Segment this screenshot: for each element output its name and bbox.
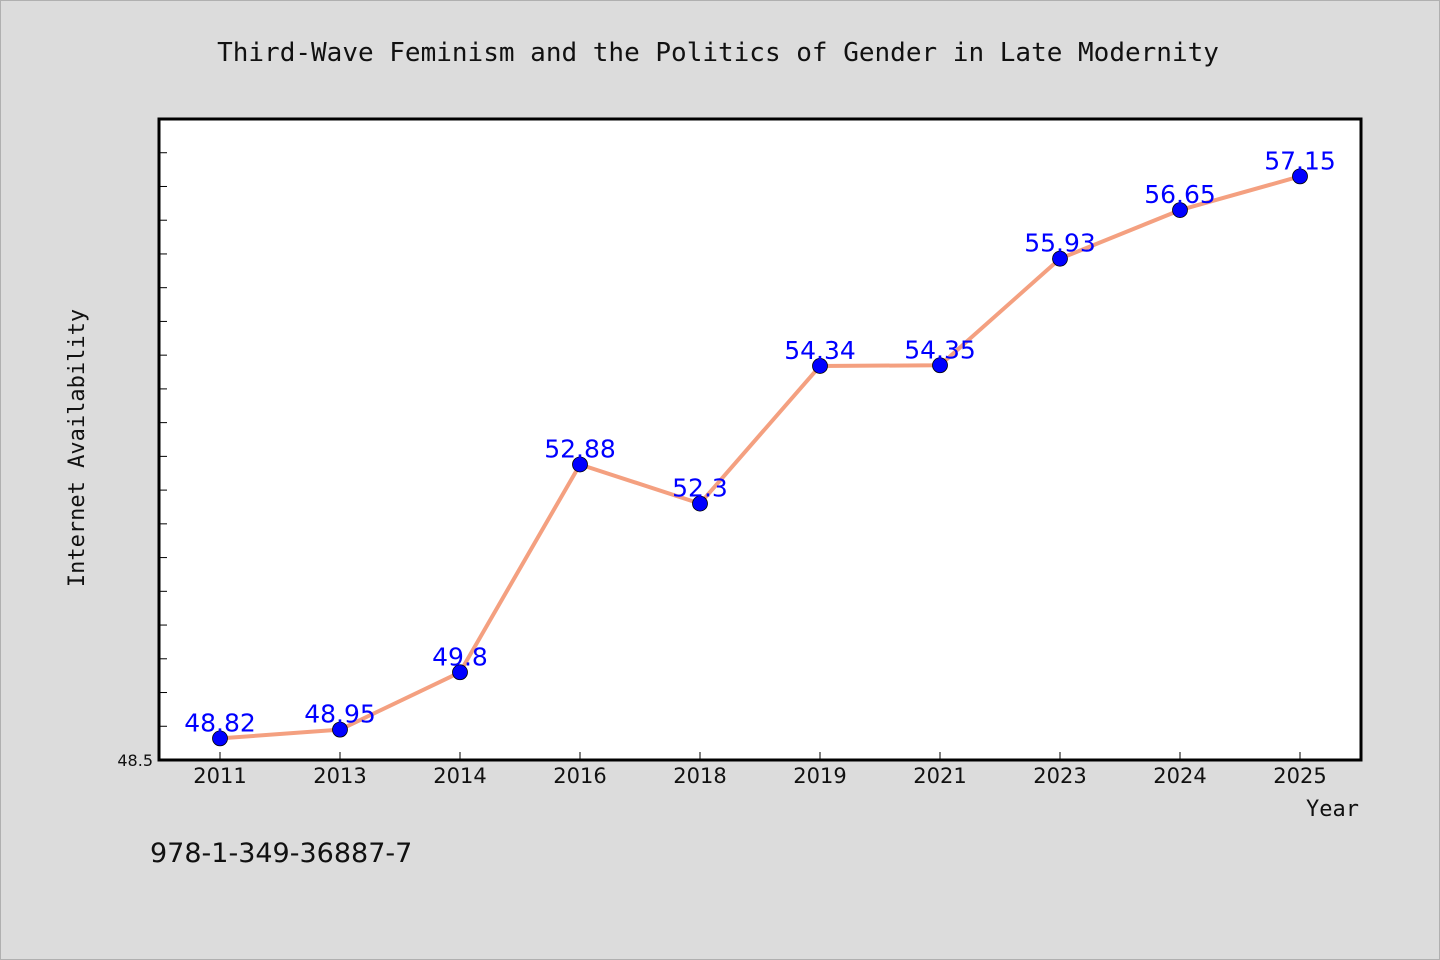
x-tick-label-2013: 2013 (313, 764, 366, 788)
data-point-2024 (1172, 202, 1188, 218)
y-tick-label: 48.5 (117, 751, 153, 770)
data-label-2023: 55.93 (1024, 229, 1096, 258)
data-point-2016 (572, 456, 588, 473)
series-line (219, 174, 1301, 741)
data-point-2021 (932, 357, 948, 374)
data-label-2021: 54.35 (904, 335, 976, 364)
data-label-2013: 48.95 (304, 700, 376, 729)
data-point-2025 (1292, 168, 1308, 185)
data-label-2018: 52.3 (672, 474, 728, 503)
x-tick-label-2014: 2014 (433, 764, 486, 788)
data-label-2024: 56.65 (1144, 180, 1216, 209)
footnote-isbn: 978-1-349-36887-7 (150, 838, 412, 869)
data-label-2016: 52.88 (544, 434, 616, 463)
x-tick-label-2018: 2018 (673, 764, 726, 788)
data-point-2014 (452, 664, 468, 681)
x-axis-tick-labels: 2011 2013 2014 2016 2018 2019 2021 2023 2024 2025 (193, 764, 1326, 788)
y-axis-ticks (159, 118, 167, 761)
y-axis-label: Internet Availability (65, 309, 90, 587)
x-tick-label-2011: 2011 (193, 764, 246, 788)
x-tick-label-2024: 2024 (1153, 764, 1206, 788)
chart-title: Third-Wave Feminism and the Politics of … (217, 38, 1219, 68)
x-tick-label-2021: 2021 (913, 764, 966, 788)
data-markers (212, 168, 1308, 747)
data-label-2014: 49.8 (432, 642, 488, 671)
x-tick-label-2019: 2019 (793, 764, 846, 788)
data-labels: 48.82 48.95 49.8 52.88 52.3 54.34 54.35 55.93 56… (184, 146, 1336, 737)
x-tick-label-2023: 2023 (1033, 764, 1086, 788)
data-label-2025: 57.15 (1264, 146, 1336, 175)
data-point-2019 (812, 358, 828, 374)
data-label-2019: 54.34 (784, 336, 856, 365)
x-tick-label-2016: 2016 (553, 764, 606, 788)
data-point-2011 (212, 730, 228, 747)
x-tick-label-2025: 2025 (1273, 764, 1326, 788)
data-point-2018 (692, 495, 708, 512)
x-axis-label: Year (1306, 797, 1359, 822)
data-point-2023 (1052, 250, 1068, 267)
data-point-2013 (332, 721, 348, 738)
data-label-2011: 48.82 (184, 708, 256, 737)
plot-area (157, 117, 1363, 762)
x-axis-ticks (219, 752, 1301, 760)
